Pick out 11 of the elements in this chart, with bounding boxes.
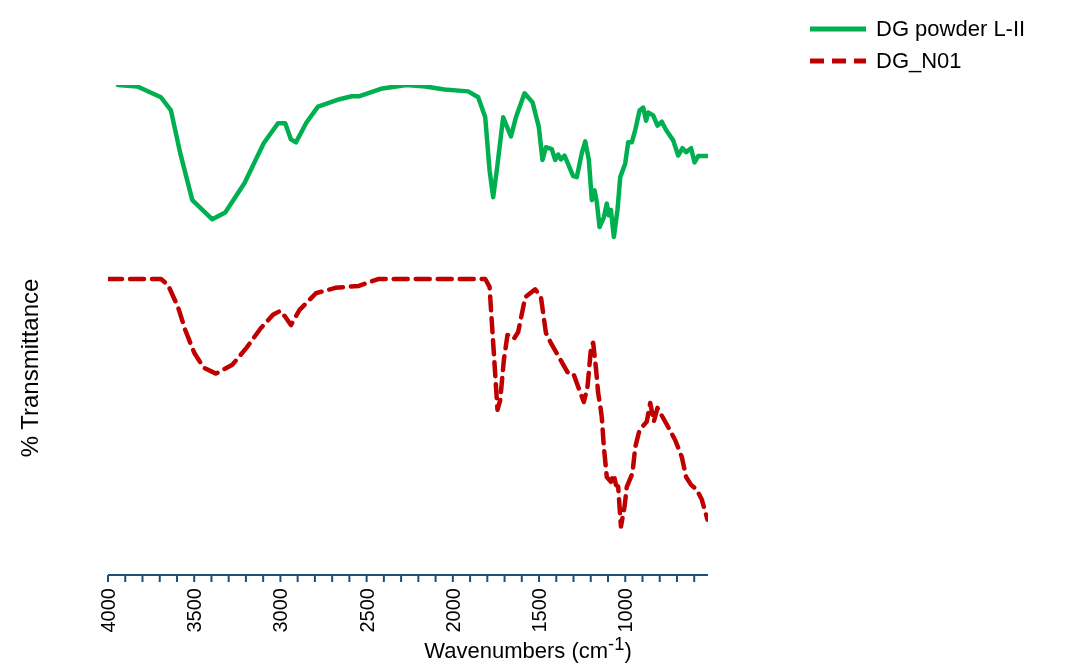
x-tick-label: 3500 (183, 588, 206, 633)
y-axis-title: % Transmittance (16, 278, 44, 458)
x-tick-label: 1500 (528, 588, 551, 633)
x-tick-label: 4000 (97, 588, 119, 633)
legend-label: DG_N01 (876, 48, 962, 74)
x-tick-label: 2000 (441, 588, 464, 633)
x-tick-label: 1000 (614, 588, 637, 633)
x-tick-label: 3000 (269, 588, 292, 633)
x-axis-title: Wavenumbers (cm$^{-1}$) (423, 632, 633, 664)
legend-label: DG powder L-II (876, 16, 1026, 42)
x-tick-label: 2500 (355, 588, 378, 633)
